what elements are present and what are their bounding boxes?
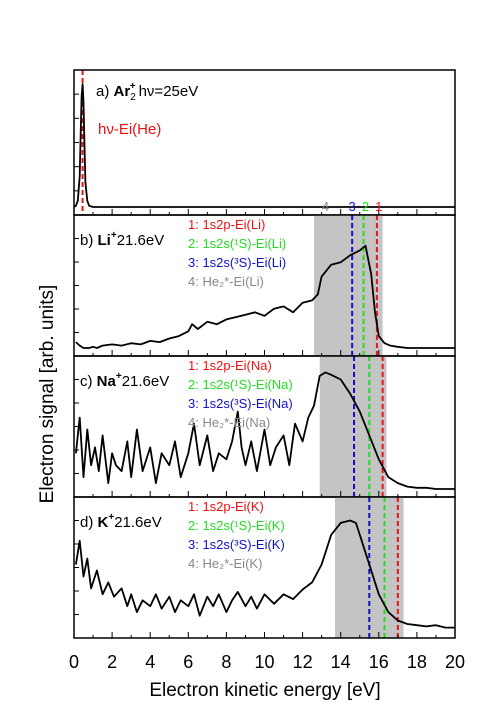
x-axis-label: Electron kinetic energy [eV] bbox=[149, 680, 380, 701]
panel-label-suffix: 21.6eV bbox=[122, 373, 170, 390]
marker-number-1: 1 bbox=[375, 199, 382, 214]
x-tick-label: 8 bbox=[221, 652, 231, 672]
panel-label-sup: + bbox=[130, 81, 136, 92]
x-tick-label: 14 bbox=[331, 652, 351, 672]
series-line bbox=[75, 519, 455, 629]
legend-entry-4: 4: He₂*-Ei(Na) bbox=[188, 415, 270, 430]
panel-b: b) Li+21.6eV 1: 1s2p-Ei(Li) 2: 1s2s(¹S)-Ei… bbox=[73, 199, 456, 357]
x-tick-label: 18 bbox=[407, 652, 427, 672]
panel-c: c) Na+21.6eV 1: 1s2p-Ei(Na) 2: 1s2s(¹S)-Ei… bbox=[73, 355, 456, 498]
x-tick-label: 2 bbox=[107, 652, 117, 672]
x-axis: 0 2 4 6 8 10 12 14 16 18 20 bbox=[69, 652, 465, 672]
panel-label-ion: Li bbox=[98, 232, 111, 249]
marker-number-4: 4 bbox=[322, 199, 329, 214]
marker-number-3: 3 bbox=[349, 199, 356, 214]
series-line bbox=[75, 244, 455, 349]
marker-number-2: 2 bbox=[362, 199, 369, 214]
panel-label-ion: Na bbox=[97, 373, 117, 390]
panel-label-sup: + bbox=[108, 512, 114, 523]
panel-label-suffix: 21.6eV bbox=[117, 232, 165, 249]
legend-entry-1: 1: 1s2p-Ei(Li) bbox=[188, 217, 265, 232]
panel-label-sub: 2 bbox=[130, 92, 136, 103]
x-tick-label: 16 bbox=[369, 652, 389, 672]
legend-entry-3: 3: 1s2s(³S)-Ei(K) bbox=[188, 537, 285, 552]
panel-label-suffix: hν=25eV bbox=[139, 83, 199, 100]
x-tick-label: 12 bbox=[293, 652, 313, 672]
series-line bbox=[73, 83, 455, 208]
shade-band bbox=[319, 356, 387, 497]
legend-entry-2: 2: 1s2s(¹S)-Ei(Na) bbox=[188, 377, 293, 392]
series-line bbox=[75, 371, 455, 490]
legend-entry-4: 4: He₂*-Ei(K) bbox=[188, 556, 262, 571]
x-tick-label: 0 bbox=[69, 652, 79, 672]
panel-label-prefix: a) bbox=[96, 83, 114, 100]
panel-label-a: a) Ar2+ hν=25eV bbox=[96, 81, 198, 103]
panel-label-c: c) Na+21.6eV bbox=[80, 371, 169, 390]
panel-label-d: d) K+21.6eV bbox=[80, 512, 162, 531]
panel-label-sup: + bbox=[111, 230, 117, 241]
panel-d: d) K+21.6eV 1: 1s2p-Ei(K) 2: 1s2s(¹S)-Ei(K… bbox=[73, 496, 456, 639]
panel-label-prefix: b) bbox=[80, 232, 98, 249]
legend-entry-3: 3: 1s2s(³S)-Ei(Na) bbox=[188, 396, 293, 411]
x-tick-label: 20 bbox=[445, 652, 465, 672]
panel-label-sup: + bbox=[116, 371, 122, 382]
x-tick-label: 10 bbox=[254, 652, 274, 672]
panel-label-suffix: 21.6eV bbox=[114, 514, 162, 531]
panel-label-prefix: c) bbox=[80, 373, 97, 390]
shade-band bbox=[314, 215, 383, 356]
legend-entry-1: 1: 1s2p-Ei(K) bbox=[188, 499, 264, 514]
y-axis-label: Electron signal [arb. units] bbox=[37, 285, 58, 504]
legend-entry-2: 2: 1s2s(¹S)-Ei(K) bbox=[188, 518, 285, 533]
panel-label-b: b) Li+21.6eV bbox=[80, 230, 164, 249]
legend-entry-2: 2: 1s2s(¹S)-Ei(Li) bbox=[188, 236, 286, 251]
annotation-label: hν-Ei(He) bbox=[98, 121, 161, 138]
x-tick-label: 4 bbox=[145, 652, 155, 672]
panel-label-ion: K bbox=[98, 514, 109, 531]
x-tick-label: 6 bbox=[183, 652, 193, 672]
panel-label-prefix: d) bbox=[80, 514, 98, 531]
legend-entry-4: 4: He₂*-Ei(Li) bbox=[188, 274, 264, 289]
legend-entry-1: 1: 1s2p-Ei(Na) bbox=[188, 358, 272, 373]
panel-label-ion: Ar bbox=[114, 83, 131, 100]
legend-entry-3: 3: 1s2s(³S)-Ei(Li) bbox=[188, 255, 286, 270]
